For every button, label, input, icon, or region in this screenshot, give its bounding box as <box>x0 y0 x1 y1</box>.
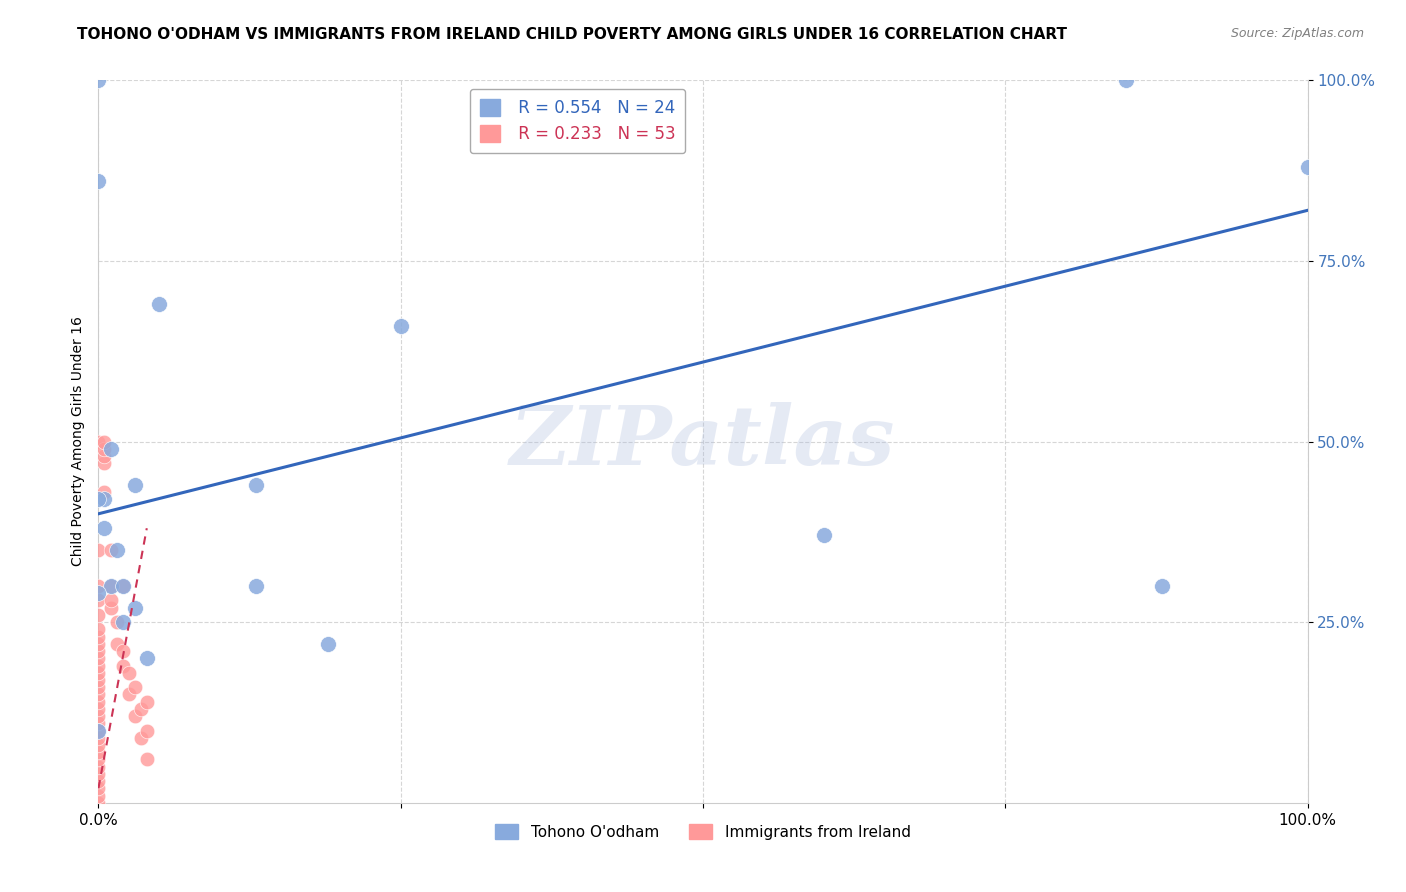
Point <box>105 637 128 651</box>
Point <box>93 449 115 463</box>
Point <box>93 521 115 535</box>
Point <box>135 752 157 766</box>
Point <box>87 630 110 644</box>
Point <box>129 731 152 745</box>
Point <box>87 695 110 709</box>
Point <box>93 456 115 470</box>
Point <box>87 644 110 658</box>
Point <box>245 579 267 593</box>
Point <box>87 738 110 752</box>
Point <box>124 680 146 694</box>
Point <box>100 593 122 607</box>
Point <box>129 702 152 716</box>
Point <box>111 579 134 593</box>
Point <box>813 528 835 542</box>
Point <box>87 673 110 687</box>
Point <box>148 297 170 311</box>
Point <box>87 665 110 680</box>
Point <box>87 579 110 593</box>
Point <box>87 731 110 745</box>
Point <box>87 774 110 789</box>
Point <box>87 73 110 87</box>
Point <box>135 695 157 709</box>
Y-axis label: Child Poverty Among Girls Under 16: Child Poverty Among Girls Under 16 <box>70 317 84 566</box>
Text: ZIPatlas: ZIPatlas <box>510 401 896 482</box>
Point <box>1296 160 1319 174</box>
Point <box>93 442 115 456</box>
Legend: Tohono O'odham, Immigrants from Ireland: Tohono O'odham, Immigrants from Ireland <box>489 818 917 846</box>
Point <box>118 687 141 701</box>
Point <box>87 709 110 723</box>
Point <box>124 478 146 492</box>
Point <box>87 745 110 759</box>
Point <box>245 478 267 492</box>
Point <box>87 687 110 701</box>
Point <box>100 442 122 456</box>
Text: TOHONO O'ODHAM VS IMMIGRANTS FROM IRELAND CHILD POVERTY AMONG GIRLS UNDER 16 COR: TOHONO O'ODHAM VS IMMIGRANTS FROM IRELAN… <box>77 27 1067 42</box>
Point <box>124 600 146 615</box>
Point <box>87 781 110 796</box>
Point <box>111 615 134 630</box>
Point <box>124 709 146 723</box>
Point <box>100 600 122 615</box>
Point <box>87 716 110 731</box>
Point <box>93 434 115 449</box>
Point <box>87 637 110 651</box>
Text: Source: ZipAtlas.com: Source: ZipAtlas.com <box>1230 27 1364 40</box>
Point <box>105 542 128 557</box>
Point <box>87 760 110 774</box>
Point <box>87 542 110 557</box>
Point <box>1152 579 1174 593</box>
Point <box>87 767 110 781</box>
Point <box>316 637 339 651</box>
Point <box>87 680 110 694</box>
Point <box>87 492 110 507</box>
Point <box>87 723 110 738</box>
Point <box>87 607 110 622</box>
Point <box>1115 73 1137 87</box>
Point <box>100 542 122 557</box>
Point <box>87 658 110 673</box>
Point <box>105 615 128 630</box>
Point <box>87 796 110 810</box>
Point <box>135 651 157 665</box>
Point <box>87 752 110 766</box>
Point <box>118 665 141 680</box>
Point <box>111 658 134 673</box>
Point <box>87 702 110 716</box>
Point <box>87 586 110 600</box>
Point <box>135 723 157 738</box>
Point <box>87 593 110 607</box>
Point <box>100 579 122 593</box>
Point <box>87 789 110 803</box>
Point <box>93 492 115 507</box>
Point <box>93 485 115 500</box>
Point <box>87 651 110 665</box>
Point <box>111 644 134 658</box>
Point <box>100 579 122 593</box>
Point <box>389 318 412 333</box>
Point <box>87 723 110 738</box>
Point <box>87 174 110 188</box>
Point <box>111 579 134 593</box>
Point <box>87 623 110 637</box>
Point <box>87 434 110 449</box>
